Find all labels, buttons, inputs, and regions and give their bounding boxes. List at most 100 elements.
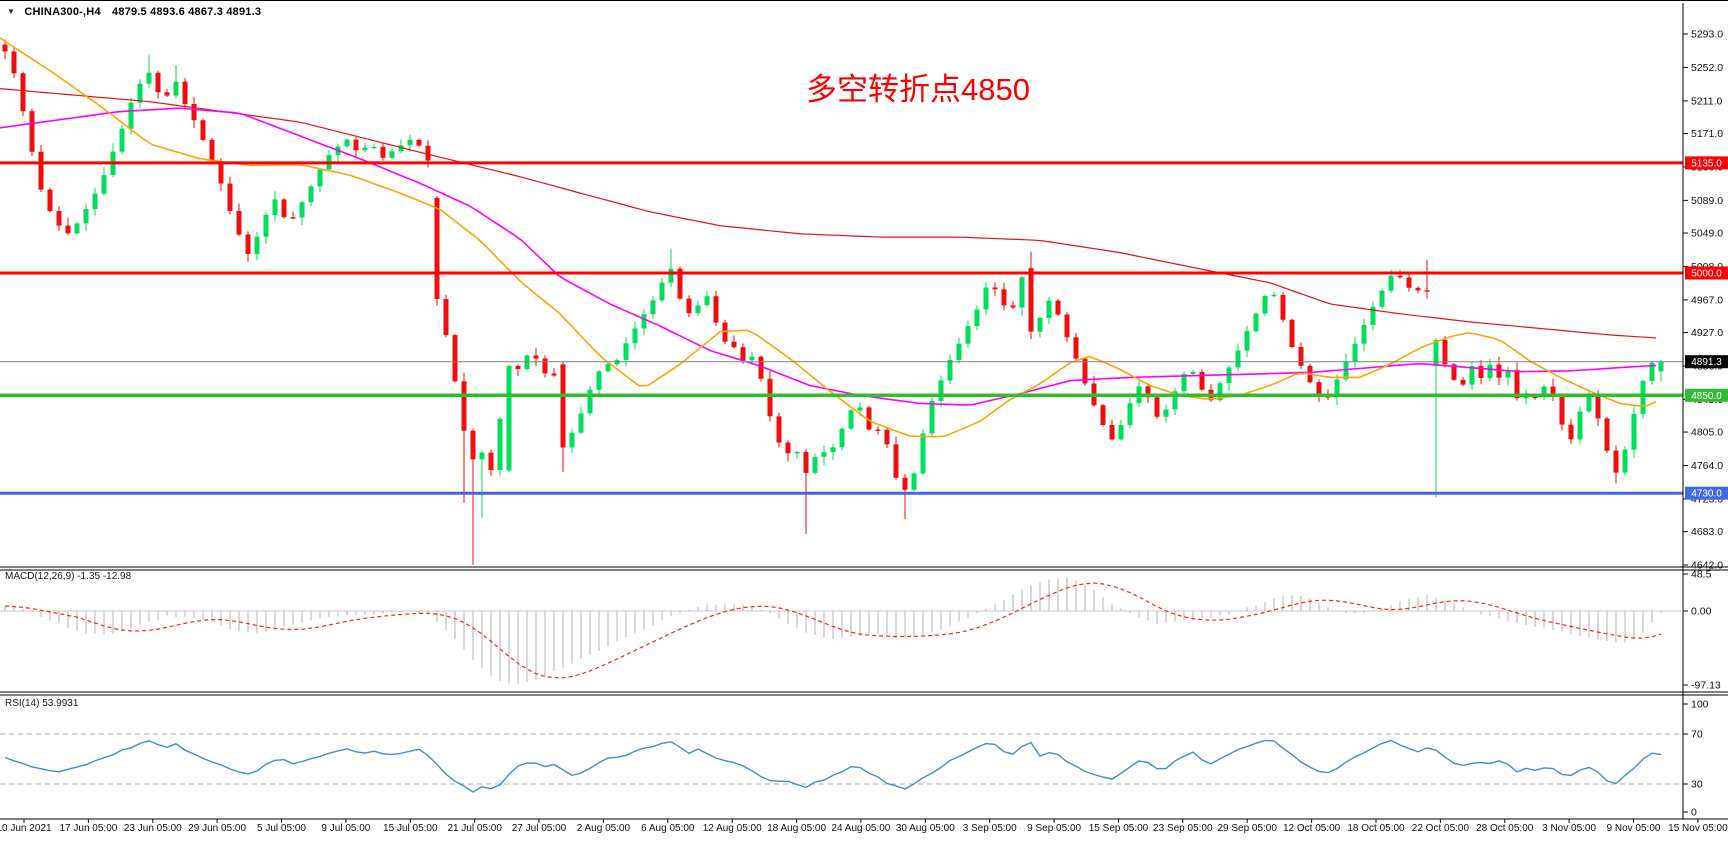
candle-body [191,104,197,121]
time-tick-label: 5 Jul 05:00 [257,823,306,834]
time-tick-label: 15 Nov 05:00 [1668,823,1728,834]
candle-body [263,215,269,237]
candle-body [83,209,89,224]
candle-body [839,428,845,448]
candle-body [749,356,755,361]
candle-body [884,429,890,445]
time-tick-label: 9 Jul 05:00 [321,823,370,834]
annotation-text[interactable]: 多空转折点4850 [806,72,1030,107]
candle-body [1001,289,1007,306]
candle-body [308,186,314,203]
candle-body [911,473,917,490]
candle-body [1586,396,1592,412]
price-tick-label: 5293.0 [1691,29,1723,41]
candle-body [974,309,980,327]
time-tick-label: 15 Jul 05:00 [383,823,438,834]
candle-body [686,298,692,314]
price-tick-label: 4927.0 [1691,327,1723,339]
collapse-panel-icon[interactable]: ▼ [7,7,16,16]
candle-body [479,452,485,460]
candle-body [1028,268,1034,332]
ma-slow-red-line [0,88,1657,339]
rsi-panel: 100 70 30 0 [0,699,1709,819]
candle-body [713,296,719,323]
rsi-indicator-label: RSI(14) 53.9931 [5,698,79,709]
candle-body [758,356,764,379]
candle-body [452,335,458,382]
candle-body [1316,382,1322,397]
price-badge-label: 4730.0 [1691,489,1722,500]
candle-body [362,147,368,151]
candle-body [1568,424,1574,440]
candle-body [227,183,233,211]
price-badge-label: 4891.3 [1691,357,1722,368]
candle-body [794,452,800,454]
candle-body [218,160,224,184]
macd-indicator-label: MACD(12,26,9) -1.35 -12.98 [5,571,132,582]
price-badge-label: 5000.0 [1691,268,1722,279]
candle-body [461,381,467,431]
candle-body [389,151,395,158]
candle-body [929,400,935,434]
candle-body [1496,364,1502,378]
candle-body [38,151,44,190]
candle-body [272,199,278,215]
candle-body [344,139,350,147]
candle-body [380,146,386,158]
candle-body [497,418,503,471]
candle-body [1559,395,1565,425]
candle-body [1523,396,1529,399]
candle-body [623,343,629,361]
candle-body [1379,290,1385,307]
candle-body [677,268,683,299]
price-tick-label: 4967.0 [1691,294,1723,306]
candle-body [524,355,530,370]
candle-body [533,355,539,359]
candle-body [578,413,584,433]
time-tick-label: 22 Oct 05:00 [1412,823,1470,834]
time-axis[interactable]: 10 Jun 2021 17 Jun 05:00 23 Jun 05:00 29 Ju… [0,819,1728,834]
candle-body [1595,396,1601,419]
time-tick-label: 18 Aug 05:00 [767,823,826,834]
candle-body [983,287,989,310]
price-tick-label: 4805.0 [1691,427,1723,439]
candle-body [1649,362,1655,381]
candle-body [1487,364,1493,378]
macd-tick-label: -97.13 [1691,680,1721,692]
candle-body [1640,380,1646,414]
time-tick-label: 29 Jun 05:00 [188,823,246,834]
rsi-tick-label: 0 [1691,807,1697,819]
candle-body [56,211,62,226]
horizontal-levels[interactable] [0,161,1683,495]
candle-body [1109,425,1115,440]
rsi-tick-label: 70 [1691,729,1703,741]
candle-body [1658,361,1664,372]
candle-body [560,364,566,448]
candle-body [740,347,746,361]
candle-body [1199,371,1205,390]
candle-body [515,366,521,370]
candle-body [1181,374,1187,392]
candle-body [587,389,593,414]
candle-body [119,128,125,152]
candle-body [776,416,782,443]
candle-body [956,343,962,360]
candle-body [848,410,854,429]
candle-body [353,139,359,151]
candle-body [299,202,305,218]
candle-body [641,314,647,329]
candle-body [1478,366,1484,378]
candle-body [128,102,134,129]
time-tick-label: 18 Oct 05:00 [1347,823,1405,834]
time-tick-label: 30 Aug 05:00 [896,823,955,834]
candle-body [443,299,449,336]
price-badges: 5135.0 5000.0 4891.3 4850.0 4730.0 [1685,156,1728,500]
ma-fast-orange-line [0,37,1657,438]
candle-body [1469,366,1475,385]
candle-body [1127,403,1133,426]
price-badge-label: 4850.0 [1691,391,1722,402]
candle-body [1334,379,1340,397]
candle-body [1424,290,1430,292]
candle-body [659,282,665,301]
